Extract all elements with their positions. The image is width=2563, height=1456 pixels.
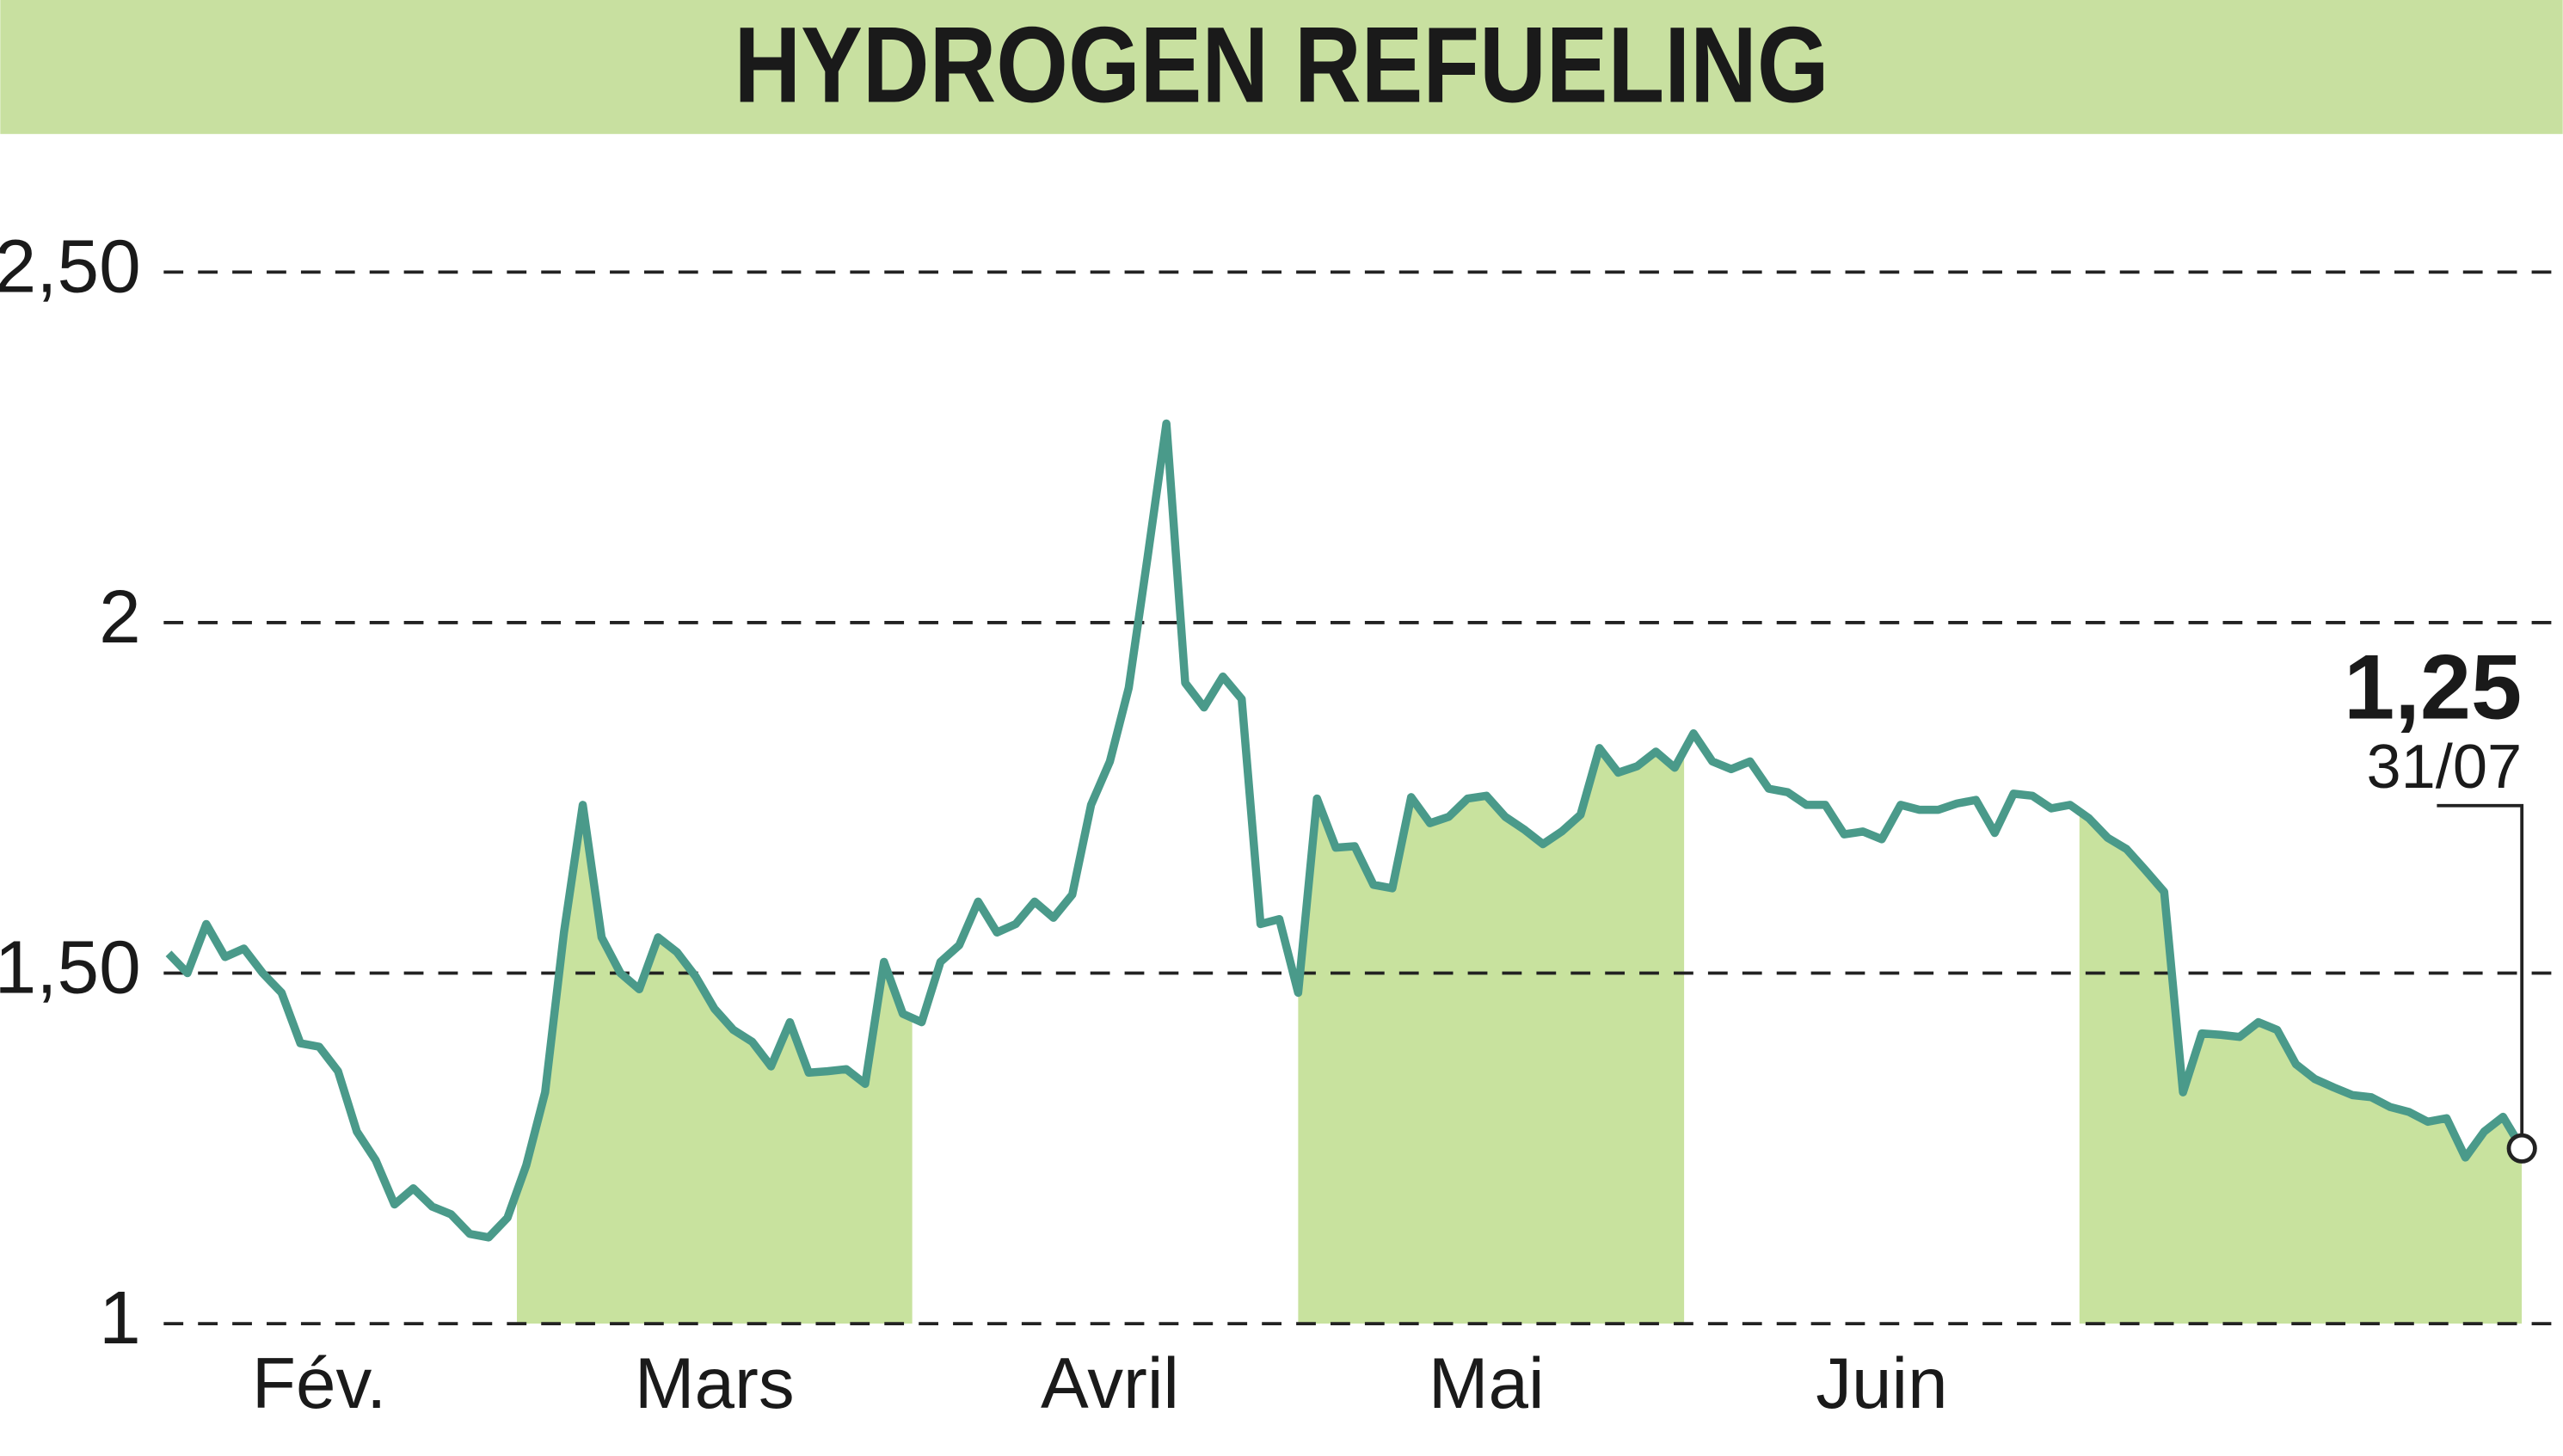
x-tick-label: Juin [1816,1342,1947,1423]
grid-layer: 1 1,50 2 2,50 [0,224,2563,1360]
chart-title: HYDROGEN REFUELING [734,4,1829,126]
y-tick-label: 1 [99,1275,141,1360]
last-point [2506,1133,2537,1164]
x-tick-label: Mars [635,1342,795,1423]
y-tick-label: 2,50 [0,224,141,308]
last-date-label: 31/07 [2367,733,2523,802]
y-tick-label: 1,50 [0,925,141,1010]
y-tick-label: 2 [99,574,141,659]
last-value-label: 1,25 [2344,636,2522,739]
x-tick-label: Fév. [252,1342,386,1423]
annotation-leader [2437,803,2524,1136]
x-tick-label: Avril [1041,1342,1179,1423]
price-line [165,419,2526,1242]
x-tick-label: Mai [1429,1342,1545,1423]
title-band [0,0,2563,134]
